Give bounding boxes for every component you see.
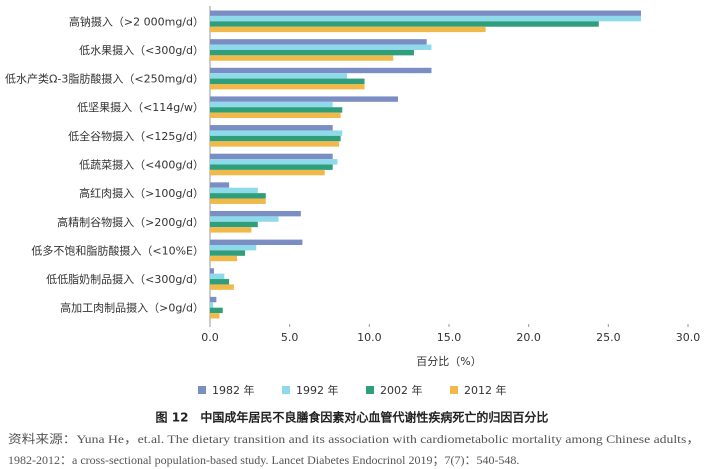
bar (210, 125, 333, 131)
bar (210, 15, 641, 22)
bar (210, 26, 486, 33)
bar (210, 96, 399, 102)
bar (210, 279, 230, 285)
source-line: 资料来源：Yuna He，et.al. The dietary transiti… (8, 432, 700, 446)
bar (210, 135, 341, 142)
x-tick-label: 10.0 (357, 331, 382, 344)
y-tick-label: 低水果摄入（<300g/d） (79, 43, 204, 57)
x-tick-label: 15.0 (437, 331, 462, 344)
bar (210, 141, 340, 147)
bar (210, 83, 365, 90)
bar (210, 268, 214, 274)
bar (210, 49, 414, 56)
legend-swatch (282, 386, 290, 394)
bar (210, 182, 230, 188)
bar (210, 245, 257, 251)
bar (210, 78, 365, 84)
bar (210, 187, 258, 194)
x-tick-label: 25.0 (596, 331, 621, 344)
bar (210, 67, 432, 74)
y-tick-label: 高钠摄入（>2 000mg/d） (69, 14, 204, 28)
bar (210, 73, 348, 79)
bar (210, 169, 325, 176)
y-tick-label: 低全谷物摄入（<125g/d） (68, 129, 204, 143)
bar (210, 153, 333, 160)
legend-swatch (450, 386, 458, 394)
bar (210, 302, 214, 308)
bar (210, 307, 223, 314)
bar (210, 130, 343, 136)
bar (210, 255, 238, 262)
bar (210, 273, 225, 280)
bar (210, 227, 252, 233)
bar (210, 112, 341, 119)
bar (210, 10, 641, 16)
y-tick-label: 低水产类Ω-3脂肪酸摄入（<250mg/d） (5, 72, 204, 86)
x-axis-label: 百分比（%） (416, 355, 481, 368)
bar (210, 39, 427, 45)
bar (210, 55, 394, 61)
bar (210, 21, 599, 27)
bar (210, 44, 432, 50)
bar (210, 101, 333, 108)
y-tick-label: 低坚果摄入（<114g/w） (77, 100, 204, 114)
bar (210, 221, 258, 228)
bar (210, 107, 343, 113)
bar (210, 239, 303, 246)
legend-label: 2002 年 (380, 383, 423, 397)
bar (210, 250, 246, 256)
bar (210, 210, 301, 217)
x-tick-label: 30.0 (676, 331, 701, 344)
source-line: 1982-2012：a cross-sectional population-b… (8, 453, 519, 467)
x-tick-label: 20.0 (516, 331, 541, 344)
y-tick-label: 低低脂奶制品摄入（<300g/d） (46, 272, 204, 286)
bar (210, 159, 338, 165)
bar (210, 216, 279, 222)
legend-swatch (198, 386, 206, 394)
x-tick-label: 0.0 (201, 331, 219, 344)
legend-label: 1982 年 (212, 383, 255, 397)
legend-swatch (366, 386, 374, 394)
bar (210, 313, 220, 319)
y-tick-label: 低蔬菜摄入（<400g/d） (79, 158, 204, 172)
bar (210, 164, 333, 170)
bar (210, 198, 266, 204)
caption: 图 12 中国成年居民不良膳食因素对心血管代谢性疾病死亡的归因百分比 (156, 410, 549, 425)
bar (210, 296, 217, 303)
y-tick-label: 高红肉摄入（>100g/d） (79, 186, 204, 200)
y-tick-label: 高加工肉制品摄入（>0g/d） (60, 301, 204, 315)
bar (210, 284, 234, 290)
y-tick-label: 高精制谷物摄入（>200g/d） (57, 215, 204, 229)
legend-label: 1992 年 (296, 383, 339, 397)
bar (210, 193, 266, 199)
x-tick-label: 5.0 (281, 331, 299, 344)
legend-label: 2012 年 (464, 383, 507, 397)
y-tick-label: 低多不饱和脂肪酸摄入（<10%E） (31, 243, 204, 257)
